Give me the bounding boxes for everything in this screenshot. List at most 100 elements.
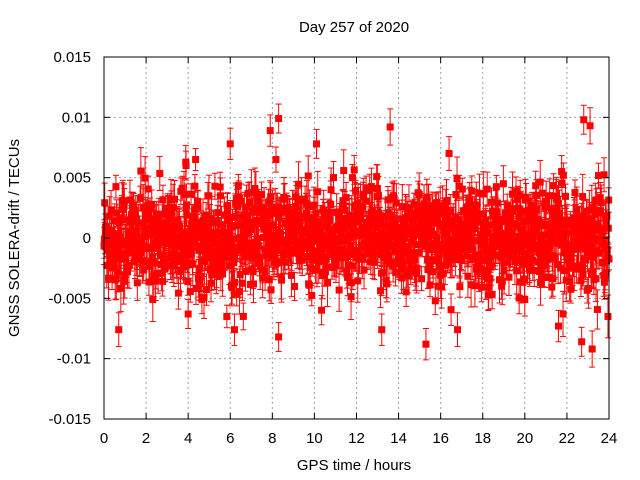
point-marker [183, 211, 191, 219]
point-marker [153, 210, 161, 218]
data-point [330, 161, 338, 194]
point-marker [224, 254, 232, 262]
point-marker [399, 260, 407, 268]
point-marker [383, 280, 391, 288]
point-marker [258, 207, 266, 215]
point-marker [434, 250, 442, 258]
point-marker [202, 211, 210, 219]
point-marker [322, 263, 330, 271]
point-marker [223, 312, 231, 320]
data-point [362, 175, 370, 201]
point-marker [377, 287, 385, 295]
point-marker [170, 262, 178, 270]
point-marker [384, 209, 392, 217]
point-marker [146, 263, 154, 271]
point-marker [366, 238, 374, 246]
point-marker [281, 195, 289, 203]
point-marker [272, 238, 280, 246]
point-marker [368, 206, 376, 214]
point-marker [447, 208, 455, 216]
point-marker [278, 204, 286, 212]
point-marker [148, 253, 156, 261]
point-marker [307, 264, 315, 272]
point-marker [440, 222, 448, 230]
point-marker [120, 277, 128, 285]
point-marker [348, 174, 356, 182]
point-marker [441, 218, 449, 226]
point-marker [154, 269, 162, 277]
point-marker [262, 213, 270, 221]
point-marker [138, 237, 146, 245]
point-marker [320, 206, 328, 214]
point-marker [219, 270, 227, 278]
point-marker [431, 240, 439, 248]
point-marker [295, 221, 303, 229]
point-marker [242, 203, 250, 211]
point-marker [318, 306, 326, 314]
point-marker [129, 202, 137, 210]
point-marker [319, 231, 327, 239]
point-marker [349, 250, 357, 258]
point-marker [321, 268, 329, 276]
point-marker [140, 266, 148, 274]
point-marker [388, 242, 396, 250]
point-marker [308, 291, 316, 299]
point-marker [338, 217, 346, 225]
point-marker [438, 283, 446, 291]
point-marker [148, 201, 156, 209]
point-marker [187, 225, 195, 233]
point-marker [161, 263, 169, 271]
point-marker [187, 190, 195, 198]
point-marker [106, 212, 114, 220]
point-marker [386, 213, 394, 221]
point-marker [252, 248, 260, 256]
point-marker [442, 201, 450, 209]
point-marker [383, 234, 391, 242]
point-marker [188, 229, 196, 237]
point-marker [426, 281, 434, 289]
point-marker [359, 203, 367, 211]
data-point [211, 172, 219, 200]
point-marker [433, 234, 441, 242]
point-marker [174, 289, 182, 297]
point-marker [358, 225, 366, 233]
point-marker [241, 267, 249, 275]
point-marker [112, 275, 120, 283]
point-marker [235, 288, 243, 296]
point-marker [350, 218, 358, 226]
data-point [161, 252, 169, 283]
point-marker [436, 207, 444, 215]
point-marker [304, 172, 312, 180]
point-marker [420, 200, 428, 208]
point-marker [275, 213, 283, 221]
point-marker [237, 234, 245, 242]
point-marker [268, 231, 276, 239]
point-marker [151, 241, 159, 249]
point-marker [405, 204, 413, 212]
point-marker [178, 243, 186, 251]
point-marker [158, 219, 166, 227]
point-marker [123, 249, 131, 257]
point-marker [249, 280, 257, 288]
point-marker [113, 209, 121, 217]
point-marker [401, 248, 409, 256]
point-marker [180, 263, 188, 271]
point-marker [221, 248, 229, 256]
point-marker [291, 283, 299, 291]
point-marker [304, 253, 312, 261]
data-point [249, 264, 257, 304]
point-marker [256, 262, 264, 270]
data-point [191, 174, 199, 199]
point-marker [246, 199, 254, 207]
point-marker [194, 203, 202, 211]
point-marker [197, 272, 205, 280]
point-marker [156, 169, 164, 177]
point-marker [312, 209, 320, 217]
point-marker [122, 254, 130, 262]
point-marker [147, 245, 155, 253]
data-point [223, 304, 231, 329]
point-marker [277, 209, 285, 217]
point-marker [360, 192, 368, 200]
point-marker [289, 215, 297, 223]
point-marker [412, 229, 420, 237]
